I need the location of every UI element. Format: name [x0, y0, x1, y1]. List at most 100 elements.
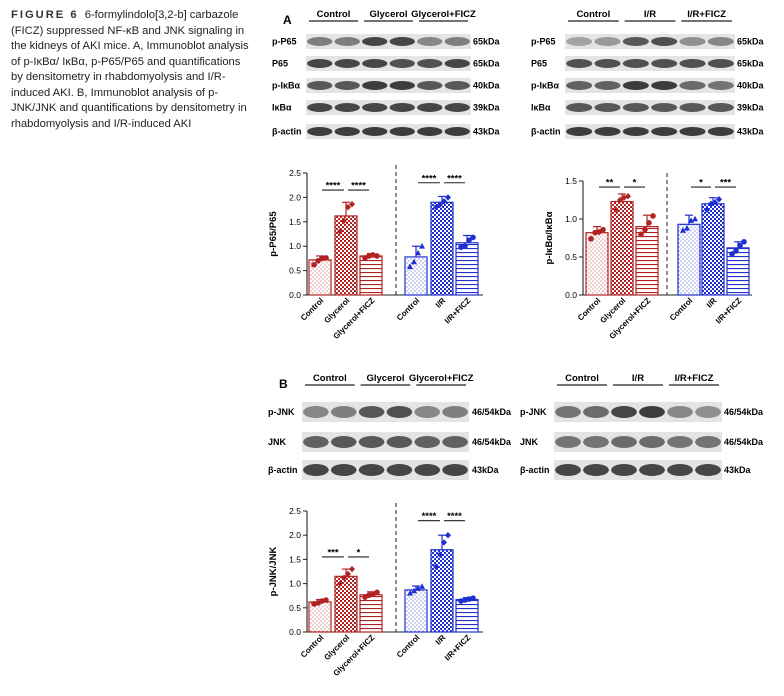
data-point [680, 227, 686, 233]
western-blot-a-left: A Control Glycerol Glycerol+FICZ p-P65 65kDa P… [272, 9, 501, 139]
bar [404, 589, 428, 633]
y-tick-label: 1.0 [289, 579, 301, 589]
significance-label: * [699, 178, 703, 189]
panel-label: A [283, 13, 292, 27]
blot-group-label: Control [313, 373, 347, 384]
blot-kda-label: 65kDa [737, 59, 765, 69]
data-point [625, 193, 631, 200]
blot-band [307, 37, 333, 46]
bar [359, 594, 383, 633]
blot-protein-label: p-IκBα [531, 81, 560, 91]
blot-kda-label: 65kDa [737, 37, 765, 47]
blot-kda-label: 40kDa [737, 81, 765, 91]
x-category-label: I/R [434, 633, 448, 647]
significance-label: **** [447, 511, 462, 522]
blot-band [303, 406, 329, 418]
data-point [419, 583, 425, 589]
blot-band [334, 127, 360, 136]
data-point [650, 213, 656, 219]
blot-band [566, 81, 593, 90]
blot-band [444, 103, 470, 112]
data-point [341, 574, 347, 581]
data-point [470, 234, 476, 241]
blot-group-label: Control [565, 373, 599, 384]
data-point [704, 206, 710, 214]
blot-band [307, 59, 333, 68]
blot-band [594, 81, 621, 90]
blot-band [334, 37, 360, 46]
blot-protein-label: β-actin [531, 127, 561, 137]
data-point [345, 570, 351, 578]
blot-band [583, 436, 609, 448]
blot-band [622, 103, 649, 112]
y-tick-label: 1.5 [289, 554, 301, 564]
data-point [433, 203, 439, 211]
blot-band [417, 81, 443, 90]
blot-band [667, 406, 693, 418]
y-tick-label: 0.5 [565, 252, 577, 262]
blot-protein-label: JNK [520, 437, 539, 447]
significance-label: **** [326, 181, 341, 192]
y-tick-label: 0.0 [289, 290, 301, 300]
y-tick-label: 2.0 [289, 530, 301, 540]
x-category-label: I/R [434, 296, 448, 310]
blot-band [417, 37, 443, 46]
data-point [737, 242, 743, 249]
blot-band [386, 436, 413, 448]
data-point [374, 589, 380, 596]
blot-band [307, 127, 333, 136]
significance-label: *** [720, 178, 731, 189]
panel-label: B [279, 377, 288, 391]
data-point [337, 580, 343, 587]
blot-band [583, 406, 609, 418]
blot-band [389, 37, 415, 46]
data-point [688, 217, 694, 223]
y-tick-label: 2.5 [289, 168, 301, 178]
y-tick-label: 1.5 [565, 176, 577, 186]
significance-label: **** [422, 511, 437, 522]
y-tick-label: 1.0 [565, 214, 577, 224]
blot-kda-label: 40kDa [473, 81, 501, 91]
blot-band [414, 436, 441, 448]
blot-band [307, 103, 333, 112]
blot-band [555, 406, 581, 418]
y-tick-label: 1.5 [289, 217, 301, 227]
y-axis-label: p-JNK/JNK [268, 547, 279, 597]
blot-band [417, 59, 443, 68]
bar-chart-p65: 0.00.51.01.52.02.5p-P65/P65ControlGlycer… [268, 165, 483, 341]
blot-band [695, 436, 721, 448]
blot-band [707, 103, 734, 112]
blot-band [622, 127, 649, 136]
blot-kda-label: 43kDa [724, 465, 752, 475]
blot-band [611, 464, 637, 476]
blot-band [639, 406, 665, 418]
blot-band [611, 406, 637, 418]
x-category-label: I/R+FICZ [714, 296, 744, 326]
x-category-label: Control [668, 296, 694, 322]
blot-band [358, 406, 385, 418]
blot-group-label: Control [317, 9, 351, 20]
blot-kda-label: 43kDa [737, 127, 765, 137]
blot-protein-label: P65 [272, 59, 288, 69]
blot-group-label: I/R+FICZ [675, 373, 714, 384]
blot-band [414, 406, 441, 418]
x-category-label: I/R [705, 296, 719, 310]
data-point [407, 590, 413, 596]
blot-band [389, 127, 415, 136]
data-point [323, 597, 329, 603]
blot-band [444, 37, 470, 46]
data-point [433, 563, 439, 570]
blot-band [389, 81, 415, 90]
blot-band [417, 127, 443, 136]
blot-protein-label: p-P65 [272, 37, 297, 47]
y-tick-label: 0.0 [565, 290, 577, 300]
significance-label: **** [351, 181, 366, 192]
blot-band [667, 464, 693, 476]
blot-band [679, 81, 706, 90]
western-blot-b-left: B Control Glycerol Glycerol+FICZ p-JNK 46/54k… [268, 373, 512, 480]
blot-protein-label: P65 [531, 59, 547, 69]
data-point [311, 261, 317, 268]
data-point [642, 226, 648, 233]
data-point [315, 258, 321, 264]
data-point [617, 196, 623, 204]
